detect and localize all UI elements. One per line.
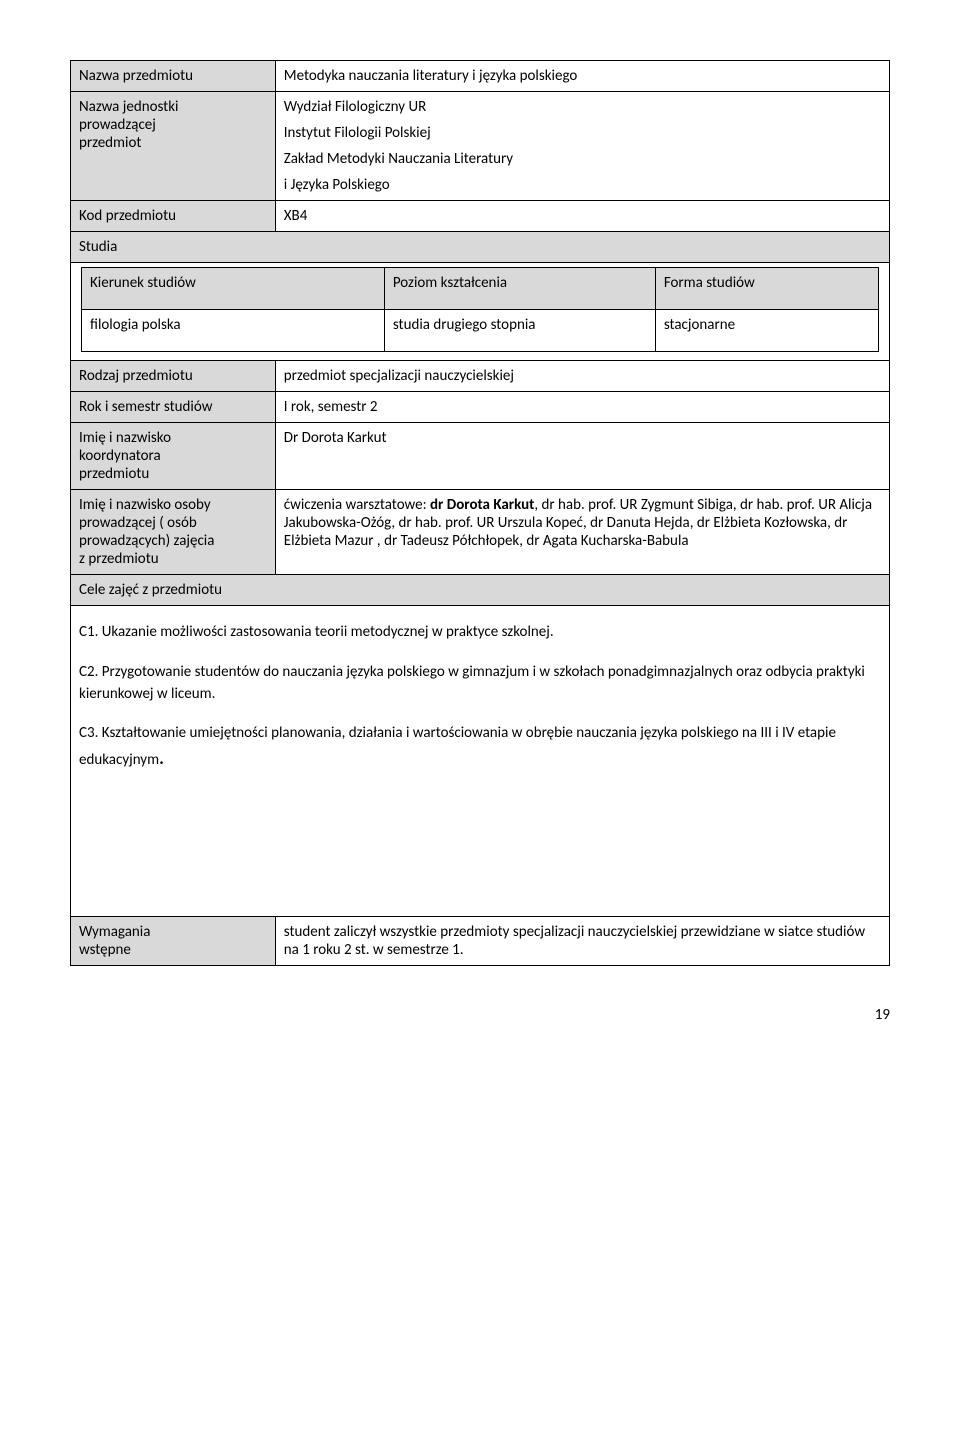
c3-pre: C3. Kształtowanie umiejętności planowani… bbox=[79, 724, 836, 769]
label-prow-l2: prowadzącej ( osób bbox=[79, 514, 267, 532]
row-jednostka: Nazwa jednostki prowadzącej przedmiot Wy… bbox=[71, 92, 890, 201]
label-rodzaj: Rodzaj przedmiotu bbox=[71, 361, 276, 392]
value-rok: I rok, semestr 2 bbox=[275, 392, 889, 423]
gap bbox=[79, 790, 881, 910]
label-prow-l4: z przedmiotu bbox=[79, 550, 267, 568]
value-jednostka-l4: i Języka Polskiego bbox=[284, 176, 881, 194]
label-koordynator: Imię i nazwisko koordynatora przedmiotu bbox=[71, 423, 276, 490]
c2-text: C2. Przygotowanie studentów do nauczania… bbox=[79, 662, 881, 706]
row-rodzaj: Rodzaj przedmiotu przedmiot specjalizacj… bbox=[71, 361, 890, 392]
inner-c1: filologia polska bbox=[82, 310, 385, 352]
label-wym-l2: wstępne bbox=[79, 941, 267, 959]
row-inner-table: Kierunek studiów Poziom kształcenia Form… bbox=[71, 263, 890, 361]
prow-pre: ćwiczenia warsztatowe: bbox=[284, 496, 430, 514]
label-jednostka-l3: przedmiot bbox=[79, 134, 267, 152]
inner-c3: stacjonarne bbox=[655, 310, 878, 352]
inner-header-row: Kierunek studiów Poziom kształcenia Form… bbox=[82, 268, 879, 310]
page-number: 19 bbox=[0, 1006, 960, 1054]
page-container: Nazwa przedmiotu Metodyka nauczania lite… bbox=[0, 0, 960, 1006]
label-nazwa-przedmiotu: Nazwa przedmiotu bbox=[71, 61, 276, 92]
label-koord-l3: przedmiotu bbox=[79, 465, 267, 483]
label-studia: Studia bbox=[71, 232, 890, 263]
prow-bold: dr Dorota Karkut bbox=[430, 496, 534, 514]
value-rodzaj: przedmiot specjalizacji nauczycielskiej bbox=[275, 361, 889, 392]
row-wymagania: Wymagania wstępne student zaliczył wszys… bbox=[71, 916, 890, 965]
value-jednostka-l3: Zakład Metodyki Nauczania Literatury bbox=[284, 150, 881, 168]
label-prow-l1: Imię i nazwisko osoby bbox=[79, 496, 267, 514]
label-kod: Kod przedmiotu bbox=[71, 201, 276, 232]
inner-h1: Kierunek studiów bbox=[82, 268, 385, 310]
row-kod: Kod przedmiotu XB4 bbox=[71, 201, 890, 232]
value-nazwa-przedmiotu: Metodyka nauczania literatury i języka p… bbox=[275, 61, 889, 92]
inner-table: Kierunek studiów Poziom kształcenia Form… bbox=[81, 267, 879, 352]
label-prow-l3: prowadzących) zajęcia bbox=[79, 532, 267, 550]
row-cele-body: C1. Ukazanie możliwości zastosowania teo… bbox=[71, 606, 890, 917]
c3-dot: . bbox=[159, 747, 164, 769]
value-prowadzacy: ćwiczenia warsztatowe: dr Dorota Karkut,… bbox=[275, 490, 889, 575]
row-cele-title: Cele zajęć z przedmiotu bbox=[71, 575, 890, 606]
cele-title: Cele zajęć z przedmiotu bbox=[71, 575, 890, 606]
inner-h3: Forma studiów bbox=[655, 268, 878, 310]
value-kod: XB4 bbox=[275, 201, 889, 232]
value-jednostka: Wydział Filologiczny UR Instytut Filolog… bbox=[275, 92, 889, 201]
label-koord-l1: Imię i nazwisko bbox=[79, 429, 267, 447]
value-jednostka-l1: Wydział Filologiczny UR bbox=[284, 98, 881, 116]
c3-text: C3. Kształtowanie umiejętności planowani… bbox=[79, 723, 881, 772]
label-wym-l1: Wymagania bbox=[79, 923, 267, 941]
value-koordynator: Dr Dorota Karkut bbox=[275, 423, 889, 490]
row-nazwa-przedmiotu: Nazwa przedmiotu Metodyka nauczania lite… bbox=[71, 61, 890, 92]
row-koordynator: Imię i nazwisko koordynatora przedmiotu … bbox=[71, 423, 890, 490]
inner-table-cell: Kierunek studiów Poziom kształcenia Form… bbox=[71, 263, 890, 361]
label-rok: Rok i semestr studiów bbox=[71, 392, 276, 423]
row-prowadzacy: Imię i nazwisko osoby prowadzącej ( osób… bbox=[71, 490, 890, 575]
label-jednostka-l2: prowadzącej bbox=[79, 116, 267, 134]
row-rok: Rok i semestr studiów I rok, semestr 2 bbox=[71, 392, 890, 423]
label-koord-l2: koordynatora bbox=[79, 447, 267, 465]
inner-c2: studia drugiego stopnia bbox=[384, 310, 655, 352]
inner-h2: Poziom kształcenia bbox=[384, 268, 655, 310]
c1-text: C1. Ukazanie możliwości zastosowania teo… bbox=[79, 622, 881, 644]
cele-body: C1. Ukazanie możliwości zastosowania teo… bbox=[71, 606, 890, 917]
main-table: Nazwa przedmiotu Metodyka nauczania lite… bbox=[70, 60, 890, 966]
row-studia: Studia bbox=[71, 232, 890, 263]
inner-data-row: filologia polska studia drugiego stopnia… bbox=[82, 310, 879, 352]
label-wymagania: Wymagania wstępne bbox=[71, 916, 276, 965]
label-prowadzacy: Imię i nazwisko osoby prowadzącej ( osób… bbox=[71, 490, 276, 575]
value-wymagania: student zaliczył wszystkie przedmioty sp… bbox=[275, 916, 889, 965]
label-jednostka-l1: Nazwa jednostki bbox=[79, 98, 267, 116]
value-jednostka-l2: Instytut Filologii Polskiej bbox=[284, 124, 881, 142]
label-jednostka: Nazwa jednostki prowadzącej przedmiot bbox=[71, 92, 276, 201]
